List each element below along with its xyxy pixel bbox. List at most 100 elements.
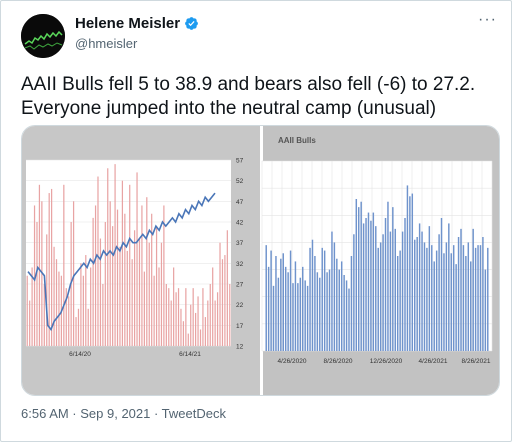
left-bar [204, 317, 206, 346]
left-bar [85, 255, 87, 346]
right-bar [323, 250, 326, 351]
left-bar [229, 284, 231, 346]
right-bar [265, 245, 267, 351]
left-bar [133, 230, 136, 346]
right-bar [375, 226, 377, 351]
right-bar [377, 247, 379, 351]
left-bar [202, 288, 204, 346]
left-bar [219, 242, 221, 346]
left-bar [107, 168, 109, 346]
left-bar [187, 333, 189, 346]
left-y-tick-label: 32 [236, 261, 244, 268]
left-y-tick-label: 42 [236, 220, 244, 227]
left-bar [199, 329, 202, 346]
left-bar [68, 296, 70, 346]
avatar[interactable] [21, 14, 65, 58]
left-bar [185, 288, 187, 346]
right-bar [284, 266, 287, 351]
right-bar [272, 285, 275, 351]
tweet-media[interactable]: 57 52 47 42 37 32 27 22 17 12 6/14/20 6/14/21 AAII… [21, 125, 500, 396]
left-bar [29, 300, 31, 346]
panel-divider [260, 126, 263, 395]
right-bar [472, 228, 474, 351]
right-bar [452, 245, 455, 351]
right-bar [270, 250, 272, 351]
left-bar [192, 288, 194, 346]
left-bar [116, 209, 119, 346]
right-x-tick-label: 12/26/2020 [370, 358, 403, 365]
left-bar [55, 259, 58, 346]
author-handle[interactable]: @hmeisler [75, 36, 138, 51]
left-bar [58, 271, 60, 346]
left-bar [136, 172, 138, 346]
right-bar [392, 207, 394, 351]
left-bar [126, 250, 128, 346]
left-bar [99, 238, 102, 346]
right-bar [431, 245, 433, 351]
left-bar [158, 267, 160, 346]
right-bar [319, 277, 321, 351]
left-y-ticks: 57 52 47 42 37 32 27 22 17 12 [236, 158, 244, 351]
author-row: Helene Meisler [75, 15, 199, 32]
left-price-line [27, 192, 216, 332]
right-bar [350, 256, 353, 351]
tweet-text: AAII Bulls fell 5 to 38.9 and bears also… [21, 74, 476, 119]
left-bar [124, 213, 126, 346]
right-bar [404, 218, 406, 351]
left-bar [129, 184, 131, 346]
left-bar [38, 184, 41, 346]
left-y-tick-label: 17 [236, 323, 244, 330]
left-bar [121, 180, 124, 346]
left-bar [53, 246, 55, 346]
right-bar [294, 261, 297, 351]
left-bar [148, 242, 150, 346]
author-name[interactable]: Helene Meisler [75, 15, 181, 32]
left-bar [102, 284, 104, 346]
left-x-tick-label: 6/14/20 [69, 351, 91, 358]
left-x-ticks: 6/14/20 6/14/21 [69, 351, 201, 358]
left-bar [143, 271, 145, 346]
left-bar [65, 288, 67, 346]
right-bar [355, 199, 358, 351]
right-bar [484, 269, 487, 351]
right-bar [370, 220, 372, 351]
left-bar [216, 292, 219, 346]
right-bar [336, 258, 338, 351]
right-bar [443, 253, 445, 351]
right-bar [340, 261, 343, 351]
left-bar [43, 284, 45, 346]
right-bar [372, 212, 375, 351]
left-bar [180, 308, 182, 346]
tweet-timestamp[interactable]: 6:56 AM · Sep 9, 2021 · TweetDeck [21, 406, 226, 421]
left-bar [226, 230, 228, 346]
left-y-tick-label: 12 [236, 344, 244, 351]
right-bar [462, 245, 465, 351]
right-bar [421, 231, 423, 351]
right-bar [474, 247, 477, 351]
left-bar [224, 255, 226, 346]
right-bar [411, 193, 414, 351]
left-bar [51, 188, 53, 346]
more-options-icon[interactable]: ··· [478, 11, 497, 28]
right-bars [265, 185, 489, 351]
right-bar [465, 256, 467, 351]
right-bar [460, 228, 462, 351]
right-bar [331, 231, 333, 351]
left-y-tick-label: 57 [236, 158, 244, 165]
right-bar [482, 237, 484, 351]
left-bar [170, 300, 172, 346]
left-bar [131, 259, 133, 346]
left-bar [182, 321, 185, 346]
right-chart-title: AAII Bulls [278, 136, 316, 145]
right-bar [396, 256, 399, 351]
right-x-ticks: 4/26/2020 8/26/2020 12/26/2020 4/26/2021 8/2… [278, 358, 491, 365]
right-bar [382, 234, 384, 351]
right-bar [394, 228, 396, 351]
left-bar [48, 193, 50, 346]
left-bar [77, 308, 80, 346]
right-bar [406, 185, 409, 351]
left-bar [63, 184, 65, 346]
left-bar [190, 304, 192, 346]
right-x-tick-label: 4/26/2021 [419, 358, 448, 365]
left-bar [173, 267, 175, 346]
